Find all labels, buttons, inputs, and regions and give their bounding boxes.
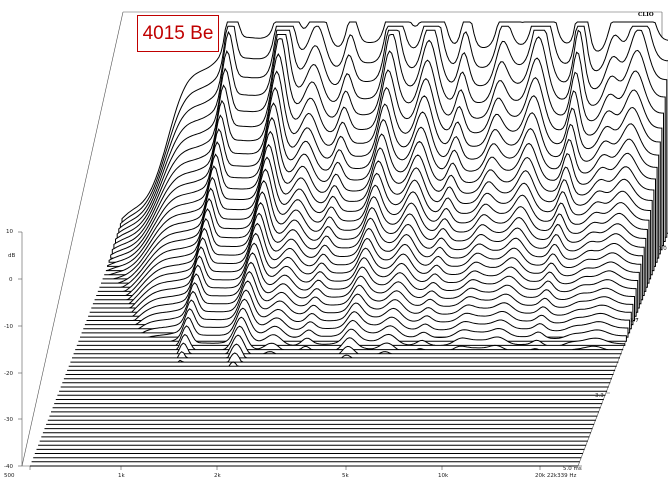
x-tick-2k: 2k	[214, 473, 221, 479]
y-tick-minus-30: -30	[4, 417, 13, 423]
decay-slice	[75, 325, 624, 351]
decay-slice	[73, 334, 622, 355]
z-tick-3-3: 3.3	[595, 393, 604, 399]
y-tick-0: 0	[9, 277, 13, 283]
z-tick-1-7: 1.7	[630, 318, 639, 324]
decay-slice	[80, 298, 629, 338]
frame-edge	[21, 11, 124, 467]
x-tick-20k: 20k 22k339 Hz	[535, 473, 576, 479]
y-tick-minus-40: -40	[4, 464, 13, 470]
y-axis-unit: dB	[8, 253, 15, 259]
x-tick-10k: 10k	[438, 473, 449, 479]
x-tick-5k: 5k	[342, 473, 349, 479]
decay-slice	[78, 307, 627, 342]
axis-ticks: 10 dB 0 -10 -20 -30 -40 500 1k 2k 5k 10k…	[4, 229, 667, 479]
y-tick-minus-10: -10	[4, 324, 13, 330]
y-tick-10: 10	[6, 229, 13, 235]
decay-slice	[70, 352, 619, 363]
decay-slice	[76, 316, 626, 346]
clio-brand-label: CLIO	[638, 12, 654, 18]
chart-title: 4015 Be	[137, 15, 219, 52]
y-tick-minus-20: -20	[4, 371, 13, 377]
decay-slice	[72, 343, 620, 359]
x-tick-1k: 1k	[118, 473, 125, 479]
z-tick-5-0: 5.0 ms	[563, 466, 582, 472]
decay-slices	[30, 21, 668, 467]
z-tick-0-0: 0.0	[658, 246, 667, 252]
x-tick-500: 500	[4, 473, 15, 479]
decay-slice	[68, 361, 617, 367]
